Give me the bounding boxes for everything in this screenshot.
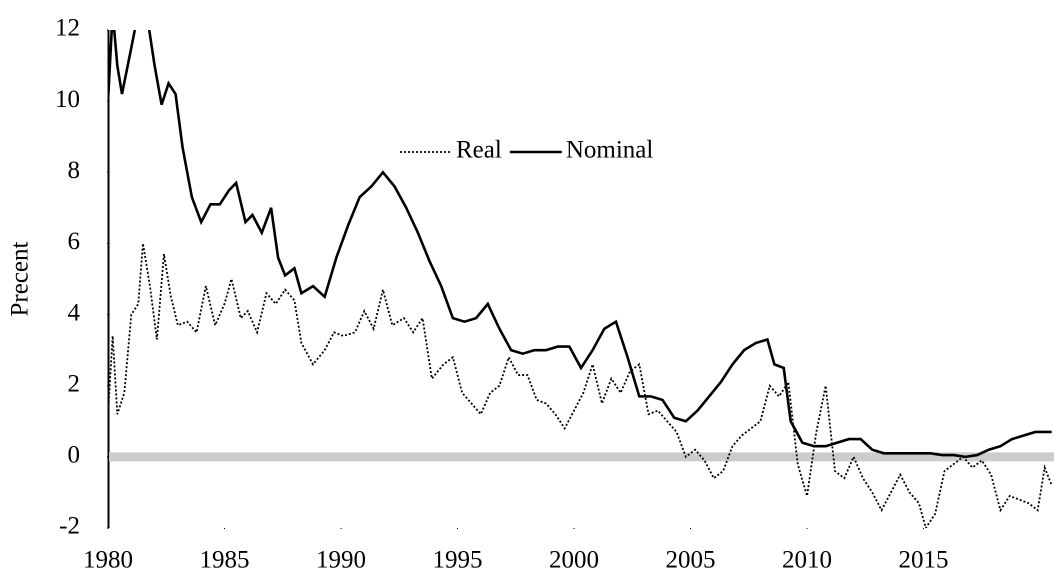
y-tick-label: 10: [55, 86, 80, 113]
legend-label: Nominal: [566, 137, 654, 164]
legend-label: Real: [456, 137, 502, 164]
y-tick-label: 4: [68, 299, 81, 326]
y-tick-label: 12: [55, 15, 80, 42]
y-tick-label: 6: [68, 228, 81, 255]
y-tick-label: 2: [68, 370, 81, 397]
y-axis-label: Precent: [7, 241, 34, 316]
x-tick-label: 1985: [200, 547, 250, 574]
x-tick-label: 2000: [549, 547, 599, 574]
legend: Real Nominal: [400, 137, 653, 164]
x-tick-label: 1990: [316, 547, 366, 574]
x-tick-label: 2005: [666, 547, 716, 574]
x-tick-label: 1980: [83, 547, 133, 574]
x-tick-label: 1995: [433, 547, 483, 574]
series-line: [108, 243, 1053, 528]
y-tick-label: 0: [68, 442, 81, 469]
series-line: [108, 30, 1052, 459]
y-tick-label: -2: [59, 513, 80, 540]
x-tick-label: 2010: [782, 547, 832, 574]
x-tick-label: 2015: [899, 547, 949, 574]
y-tick-label: 8: [68, 157, 81, 184]
